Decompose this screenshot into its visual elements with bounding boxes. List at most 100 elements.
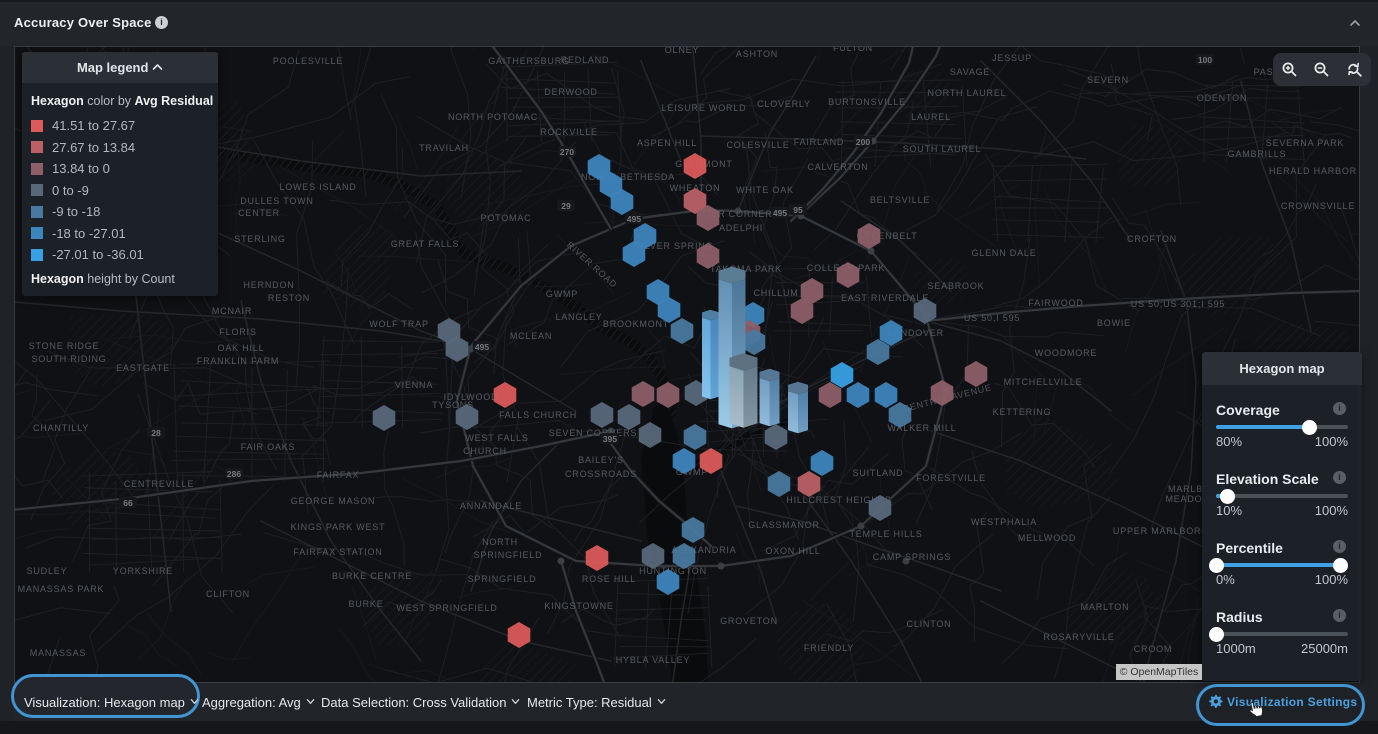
- svg-text:LOWES ISLAND: LOWES ISLAND: [279, 182, 356, 192]
- svg-text:66: 66: [123, 498, 133, 508]
- svg-text:OLNEY: OLNEY: [665, 47, 700, 55]
- svg-text:WALKER MILL: WALKER MILL: [888, 423, 957, 433]
- svg-text:TYSONS: TYSONS: [432, 400, 474, 410]
- svg-text:POOLESVILLE: POOLESVILLE: [273, 56, 343, 66]
- svg-text:KINGSTOWNE: KINGSTOWNE: [544, 601, 613, 611]
- svg-text:GAMBRILLS: GAMBRILLS: [1228, 149, 1287, 159]
- svg-text:NORTH LAUREL: NORTH LAUREL: [928, 88, 1007, 98]
- svg-text:MELLWOOD: MELLWOOD: [1018, 533, 1076, 543]
- svg-text:SUDLEY: SUDLEY: [27, 566, 68, 576]
- svg-text:FAIRFAX STATION: FAIRFAX STATION: [293, 547, 382, 557]
- svg-text:GREENBELT: GREENBELT: [856, 231, 917, 241]
- svg-text:CHANTILLY: CHANTILLY: [33, 423, 89, 433]
- svg-text:ALEXANDRIA: ALEXANDRIA: [671, 545, 736, 555]
- svg-text:LANGLEY: LANGLEY: [555, 312, 602, 322]
- svg-text:FLORIS: FLORIS: [219, 327, 256, 337]
- svg-text:SOUTH RIDING: SOUTH RIDING: [31, 354, 106, 364]
- svg-text:CROWNSVILLE: CROWNSVILLE: [1281, 201, 1355, 211]
- svg-text:RESTON: RESTON: [268, 293, 310, 303]
- svg-text:KINGS PARK WEST: KINGS PARK WEST: [291, 522, 386, 532]
- svg-text:STONE RIDGE: STONE RIDGE: [29, 341, 100, 351]
- svg-text:YORKSHIRE: YORKSHIRE: [113, 566, 173, 576]
- svg-text:WOODMORE: WOODMORE: [1035, 348, 1097, 358]
- svg-text:FORESTVILLE: FORESTVILLE: [916, 473, 986, 483]
- svg-text:LAUREL: LAUREL: [911, 112, 951, 122]
- svg-text:DULLES TOWN: DULLES TOWN: [240, 196, 313, 206]
- svg-text:US 50,I 595: US 50,I 595: [964, 313, 1020, 323]
- svg-text:BURKE CENTRE: BURKE CENTRE: [332, 571, 412, 581]
- svg-text:200: 200: [856, 137, 870, 147]
- svg-text:FAIRFAX: FAIRFAX: [317, 470, 360, 480]
- svg-text:LEISURE WORLD: LEISURE WORLD: [662, 103, 747, 113]
- svg-text:SEVERN: SEVERN: [1087, 75, 1129, 85]
- svg-text:MCLEAN: MCLEAN: [510, 331, 552, 341]
- svg-text:OXON HILL: OXON HILL: [765, 546, 820, 556]
- svg-text:ODENTON: ODENTON: [1197, 93, 1247, 103]
- svg-text:CROSSROADS: CROSSROADS: [565, 469, 637, 479]
- svg-text:CAMP SPRINGS: CAMP SPRINGS: [873, 552, 951, 562]
- svg-text:FULTON: FULTON: [833, 47, 873, 53]
- svg-text:SUITLAND: SUITLAND: [853, 468, 904, 478]
- svg-text:CROFTON: CROFTON: [1127, 234, 1177, 244]
- svg-text:WOLF TRAP: WOLF TRAP: [369, 319, 429, 329]
- svg-text:SEVEN CORNERS: SEVEN CORNERS: [549, 428, 637, 438]
- svg-text:LANDOVER: LANDOVER: [888, 328, 944, 338]
- svg-text:28: 28: [151, 428, 161, 438]
- svg-text:395: 395: [603, 434, 617, 444]
- svg-text:95: 95: [793, 205, 803, 215]
- svg-text:EASTGATE: EASTGATE: [116, 363, 170, 373]
- svg-text:GREAT FALLS: GREAT FALLS: [391, 239, 460, 249]
- svg-text:HILLCREST HEIGHTS: HILLCREST HEIGHTS: [786, 495, 891, 505]
- svg-text:SOUTH LAUREL: SOUTH LAUREL: [903, 144, 982, 154]
- svg-text:TRAVILAH: TRAVILAH: [419, 143, 469, 153]
- svg-text:GEORGE MASON: GEORGE MASON: [291, 496, 376, 506]
- svg-text:WHITE OAK: WHITE OAK: [736, 185, 794, 195]
- svg-text:GROVETON: GROVETON: [720, 616, 778, 626]
- svg-text:BROOKMONT: BROOKMONT: [603, 319, 669, 329]
- svg-text:VIENNA: VIENNA: [395, 380, 433, 390]
- svg-text:BAILEY'S: BAILEY'S: [578, 455, 624, 465]
- svg-text:IDYLWOOD: IDYLWOOD: [444, 392, 499, 402]
- svg-text:US 50;US 301;I 595: US 50;US 301;I 595: [1131, 299, 1225, 309]
- svg-text:ASHTON: ASHTON: [736, 49, 778, 59]
- svg-text:ROSE HILL: ROSE HILL: [582, 574, 636, 584]
- svg-text:GLASSMANOR: GLASSMANOR: [748, 520, 820, 530]
- svg-text:ADELPHI: ADELPHI: [719, 223, 763, 233]
- svg-text:BOWIE: BOWIE: [1097, 318, 1131, 328]
- svg-text:MARLTON: MARLTON: [1081, 602, 1130, 612]
- svg-text:CLINTON: CLINTON: [907, 619, 952, 629]
- svg-text:MEADOWS: MEADOWS: [1165, 494, 1218, 504]
- svg-text:WHEATON: WHEATON: [670, 183, 721, 193]
- svg-text:BURKE: BURKE: [348, 599, 383, 609]
- svg-text:ROSARYVILLE: ROSARYVILLE: [1043, 632, 1114, 642]
- svg-text:KETTERING: KETTERING: [993, 407, 1052, 417]
- svg-text:SEVERNA PARK: SEVERNA PARK: [1266, 138, 1344, 148]
- svg-text:MCNAIR: MCNAIR: [212, 306, 252, 316]
- svg-text:495: 495: [475, 342, 489, 352]
- svg-text:NORTH: NORTH: [482, 537, 518, 547]
- svg-text:NORTH BETHESDA: NORTH BETHESDA: [581, 172, 675, 182]
- svg-text:EAST RIVERDALE: EAST RIVERDALE: [841, 293, 929, 303]
- svg-text:STERLING: STERLING: [234, 234, 285, 244]
- svg-text:SILVER SPRING: SILVER SPRING: [635, 241, 714, 251]
- svg-text:MANASSAS: MANASSAS: [30, 648, 86, 658]
- svg-text:FOUR CORNERS: FOUR CORNERS: [697, 209, 780, 219]
- svg-text:REDLAND: REDLAND: [561, 55, 610, 65]
- svg-text:TAKOMA PARK: TAKOMA PARK: [710, 264, 782, 274]
- svg-text:ASPEN HILL: ASPEN HILL: [637, 138, 697, 148]
- svg-text:HERALD HARBOR: HERALD HARBOR: [1269, 166, 1357, 176]
- svg-text:GLENN DALE: GLENN DALE: [971, 248, 1036, 258]
- svg-text:ANNANDALE: ANNANDALE: [460, 501, 522, 511]
- svg-text:OAK HILL: OAK HILL: [218, 343, 265, 353]
- svg-text:COLESVILLE: COLESVILLE: [726, 140, 789, 150]
- svg-text:HYBLA VALLEY: HYBLA VALLEY: [616, 655, 690, 665]
- svg-text:TEMPLE HILLS: TEMPLE HILLS: [849, 529, 922, 539]
- svg-text:WEST SPRINGFIELD: WEST SPRINGFIELD: [396, 603, 497, 613]
- svg-text:POTOMAC: POTOMAC: [481, 213, 532, 223]
- svg-text:SPRINGFIELD: SPRINGFIELD: [474, 550, 543, 560]
- svg-text:HUNTINGTON: HUNTINGTON: [639, 566, 707, 576]
- svg-text:FAIRLAND: FAIRLAND: [794, 137, 844, 147]
- svg-text:SAVAGE: SAVAGE: [950, 67, 990, 77]
- svg-text:WEST FALLS: WEST FALLS: [465, 433, 528, 443]
- svg-text:CLOVERLY: CLOVERLY: [757, 99, 811, 109]
